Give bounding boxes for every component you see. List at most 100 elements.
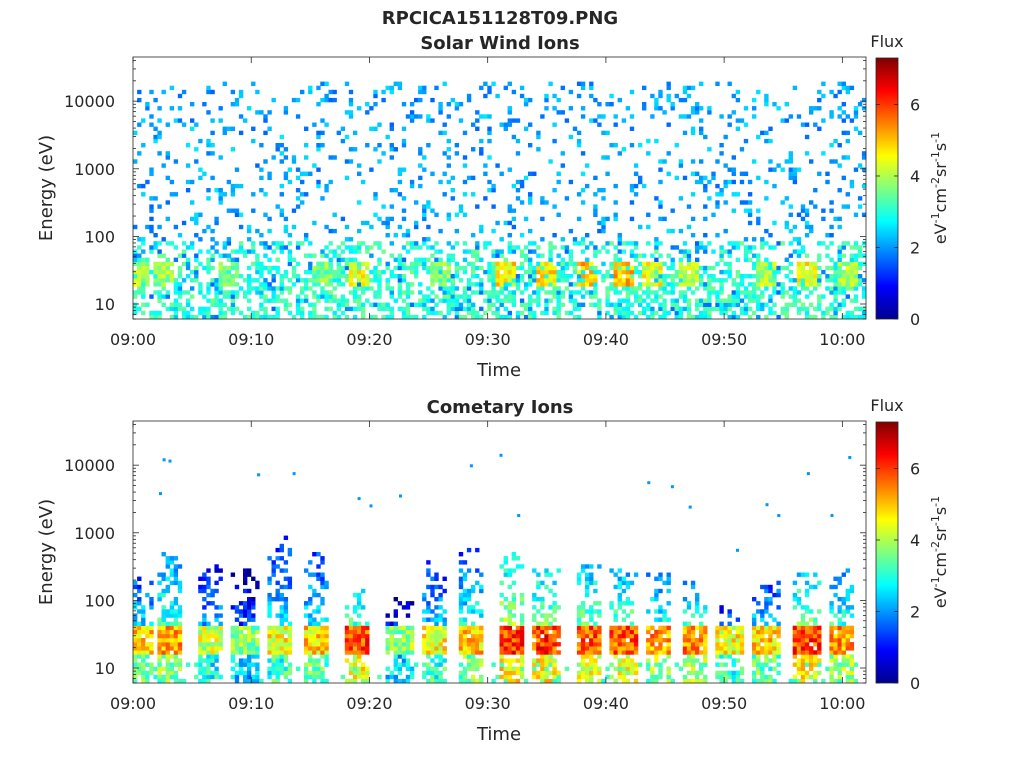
heatmap-cell xyxy=(760,278,765,283)
heatmap-cell xyxy=(605,298,610,303)
heatmap-cell xyxy=(173,617,179,622)
heatmap-cell xyxy=(149,228,154,234)
heatmap-cell xyxy=(674,302,679,307)
heatmap-cell xyxy=(430,592,435,598)
heatmap-cell xyxy=(817,580,822,586)
heatmap-cell xyxy=(695,171,700,176)
heatmap-cell xyxy=(165,642,170,647)
heatmap-cell xyxy=(552,633,557,639)
heatmap-cell xyxy=(841,118,846,123)
heatmap-cell xyxy=(255,89,260,95)
heatmap-cell xyxy=(255,584,260,590)
heatmap-cell xyxy=(678,274,684,279)
heatmap-cell xyxy=(133,580,138,586)
heatmap-cell xyxy=(462,576,468,581)
heatmap-cell xyxy=(829,143,834,148)
heatmap-cell xyxy=(377,245,382,250)
heatmap-cell xyxy=(593,269,598,275)
heatmap-cell xyxy=(389,216,394,222)
heatmap-cell xyxy=(589,241,594,246)
heatmap-cell xyxy=(796,670,802,676)
heatmap-cell xyxy=(316,134,321,140)
heatmap-cell xyxy=(528,278,533,283)
heatmap-cell xyxy=(515,188,521,193)
heatmap-cell xyxy=(308,89,313,95)
heatmap-cell xyxy=(686,257,692,262)
heatmap-cell xyxy=(397,646,403,651)
heatmap-cell xyxy=(479,613,484,618)
heatmap-cell xyxy=(800,638,806,643)
heatmap-cell xyxy=(308,584,313,590)
heatmap-cell xyxy=(409,601,415,606)
heatmap-cell xyxy=(853,286,859,291)
heatmap-cell xyxy=(690,642,696,647)
heatmap-cell xyxy=(243,662,248,667)
heatmap-cell xyxy=(442,269,447,275)
heatmap-cell xyxy=(617,584,622,590)
heatmap-cell xyxy=(666,93,671,99)
heatmap-cell xyxy=(723,633,728,639)
heatmap-cell xyxy=(609,662,614,667)
heatmap-cell xyxy=(809,200,814,205)
heatmap-cell xyxy=(141,278,146,283)
heatmap-cell xyxy=(153,126,158,131)
heatmap-cell xyxy=(678,249,684,254)
heatmap-cell xyxy=(426,629,431,635)
heatmap-cell xyxy=(206,282,211,287)
heatmap-cell xyxy=(165,151,170,156)
heatmap-cell xyxy=(764,650,769,655)
heatmap-cell xyxy=(585,633,590,639)
heatmap-cell xyxy=(267,556,272,561)
heatmap-cell xyxy=(458,617,464,622)
heatmap-cell xyxy=(238,224,244,230)
heatmap-cell xyxy=(304,666,309,671)
heatmap-cell xyxy=(568,310,574,316)
heatmap-cell xyxy=(173,613,179,618)
heatmap-cell xyxy=(312,646,317,651)
heatmap-cell xyxy=(238,212,244,217)
heatmap-cell xyxy=(141,257,146,262)
heatmap-cell xyxy=(230,192,236,197)
heatmap-cell xyxy=(523,678,529,684)
heatmap-cell xyxy=(674,269,679,275)
heatmap-cell xyxy=(568,106,574,111)
heatmap-cell xyxy=(747,220,753,226)
heatmap-cell xyxy=(251,310,256,316)
heatmap-cell xyxy=(430,646,435,651)
heatmap-cell xyxy=(462,674,468,680)
heatmap-cell xyxy=(654,592,659,598)
heatmap-cell xyxy=(593,245,598,250)
heatmap-cell xyxy=(682,580,688,586)
heatmap-cell xyxy=(817,294,822,299)
heatmap-cell xyxy=(348,147,354,152)
heatmap-cell xyxy=(536,282,541,287)
heatmap-cell xyxy=(511,282,517,287)
heatmap-cell xyxy=(230,638,236,643)
heatmap-cell xyxy=(609,601,614,606)
heatmap-cell xyxy=(719,654,724,659)
heatmap-cell xyxy=(414,257,419,262)
heatmap-cell xyxy=(695,106,700,111)
heatmap-cell xyxy=(764,102,769,107)
heatmap-cell xyxy=(674,298,679,303)
heatmap-cell xyxy=(483,241,488,246)
heatmap-cell xyxy=(194,216,199,222)
heatmap-cell xyxy=(499,274,504,279)
heatmap-cell xyxy=(752,617,757,622)
heatmap-cell xyxy=(772,282,777,287)
heatmap-cell xyxy=(772,654,777,659)
heatmap-cell xyxy=(768,646,773,651)
heatmap-cell xyxy=(743,200,749,205)
heatmap-cell xyxy=(389,274,394,279)
heatmap-cell xyxy=(813,306,818,312)
heatmap-cell xyxy=(800,278,806,283)
heatmap-cell xyxy=(177,650,183,655)
heatmap-cell xyxy=(629,216,635,222)
heatmap-cell xyxy=(503,265,508,271)
heatmap-cell xyxy=(580,200,586,205)
heatmap-cell xyxy=(165,674,170,680)
heatmap-cell xyxy=(222,192,227,197)
heatmap-cell xyxy=(576,674,582,680)
heatmap-cell xyxy=(650,93,655,99)
heatmap-cell xyxy=(552,580,557,586)
